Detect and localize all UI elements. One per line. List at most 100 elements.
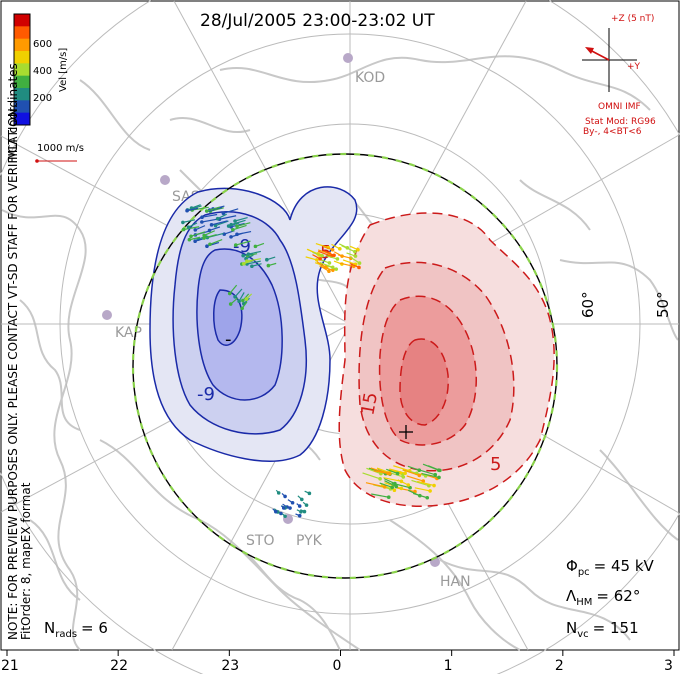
velocity-vector-origin (229, 222, 234, 227)
velocity-vector (187, 205, 202, 211)
velocity-vector (319, 261, 333, 268)
velocity-vector-origin (334, 267, 339, 271)
velocity-vector-origin (408, 485, 412, 490)
station-label-kod: KOD (355, 70, 385, 86)
velocity-vector (182, 219, 196, 223)
colorbar-tick-400: 400 (33, 66, 52, 77)
velocity-vector (206, 206, 220, 212)
station-label-kap: KAP (115, 325, 142, 341)
colorbar-label: Vel [m/s] (58, 48, 69, 92)
velocity-vector-origin (253, 244, 258, 249)
velocity-vector (379, 482, 393, 488)
colorbar-swatch (14, 88, 30, 101)
map-frame (0, 0, 680, 651)
velocity-vector-origin (320, 253, 324, 258)
mlt-tick-label: 21 (1, 658, 19, 674)
velocity-vector-origin (299, 510, 303, 514)
lambda-hm-stat: ΛHM = 62° (566, 587, 640, 608)
velocity-vector-origin (235, 224, 239, 229)
velocity-vector-origin (205, 244, 209, 249)
colorbar-swatches (14, 14, 30, 126)
velocity-vector-origin (386, 495, 391, 500)
velocity-vector (203, 230, 216, 236)
velocity-vector-origin (288, 506, 292, 510)
velocity-vector (393, 465, 410, 472)
velocity-vector-origin (237, 299, 241, 304)
velocity-vector-origin (357, 261, 362, 265)
velocity-vector (189, 236, 201, 241)
velocity-vector-origin (241, 253, 245, 258)
velocity-vector (384, 480, 397, 488)
velocity-vector (190, 231, 206, 237)
velocity-vector-origin (202, 233, 206, 238)
velocity-vector-origin (338, 247, 342, 251)
velocity-vector (342, 259, 356, 265)
colorbar-tick-600: 600 (33, 39, 52, 50)
mlt-tick-label: 23 (221, 658, 239, 674)
colorbar-swatch (14, 51, 30, 64)
station-label-han: HAN (440, 574, 471, 590)
velocity-vector (209, 226, 221, 232)
velocity-vector (362, 472, 381, 480)
velocity-vector (383, 477, 402, 482)
velocity-vector (389, 468, 406, 474)
velocity-vector-origin (233, 294, 237, 299)
velocity-vector-origin (246, 252, 251, 256)
velocity-vector-origin (215, 216, 220, 221)
coordinate-note: MLT coordinates (6, 63, 20, 160)
imf-by-label: +Y (627, 62, 641, 72)
station-markers (102, 53, 440, 567)
velocity-vector-origin (399, 479, 404, 484)
velocity-vector-origin (186, 225, 191, 229)
velocity-vector-origin (421, 479, 426, 483)
velocity-vector (305, 256, 317, 261)
mlt-tick-label: 0 (333, 658, 342, 674)
velocity-vector (373, 470, 390, 475)
velocity-vector (223, 208, 239, 214)
velocity-vector-origin (330, 265, 335, 270)
velocity-vector-origin (242, 261, 246, 266)
colorbar-swatch (14, 112, 30, 126)
imf-source: OMNI IMF (598, 102, 641, 112)
stats-box: Φpc = 45 kV ΛHM = 62° Nvc = 151 Nrads = 6 (44, 557, 655, 640)
velocity-vector-origin (353, 249, 357, 254)
velocity-vector-origin (233, 219, 237, 223)
phi-pc-stat: Φpc = 45 kV (566, 557, 655, 578)
velocity-vector-origin (432, 483, 436, 488)
velocity-vector-origin (382, 485, 387, 489)
velocity-vector (365, 482, 385, 488)
fit-order-note: FitOrder: 8, mapEX format (19, 482, 33, 640)
velocity-vector-origin (417, 473, 422, 478)
velocity-vector (235, 240, 251, 246)
velocity-vector-origin (240, 306, 244, 311)
velocity-vector-origin (209, 223, 214, 227)
station-marker-sas (160, 175, 170, 185)
velocity-vector (211, 220, 228, 226)
velocity-vector-origin (244, 297, 249, 301)
contour-label-pos-1: 15 (357, 391, 382, 417)
velocity-vector-origin (227, 291, 232, 296)
velocity-vector-origin (297, 504, 302, 508)
velocity-vector (315, 242, 329, 249)
velocity-vector-origin (394, 484, 399, 489)
nrads-stat: Nrads = 6 (44, 619, 108, 640)
velocity-vector (203, 233, 217, 239)
velocity-vector (232, 224, 247, 231)
velocity-vector-origin (279, 511, 283, 516)
velocity-vector-origin (393, 481, 397, 486)
velocity-vector-origin (266, 263, 271, 268)
velocity-vector-origin (235, 232, 239, 237)
velocity-vector-origin (327, 269, 331, 274)
velocity-vector-origin (200, 215, 204, 220)
velocity-scale-label: 1000 m/s (37, 143, 84, 154)
velocity-vector (183, 226, 200, 231)
velocity-vector-origin (189, 234, 193, 239)
velocity-vector-origin (233, 243, 238, 247)
velocity-vector-origin (300, 497, 304, 502)
velocity-vector-origin (297, 513, 302, 518)
station-label-sto: STO (246, 533, 274, 549)
velocity-vector-origin (241, 298, 245, 303)
velocity-vector (407, 489, 421, 497)
velocity-vector-origin (340, 254, 344, 258)
velocity-vector-origin (283, 494, 287, 499)
